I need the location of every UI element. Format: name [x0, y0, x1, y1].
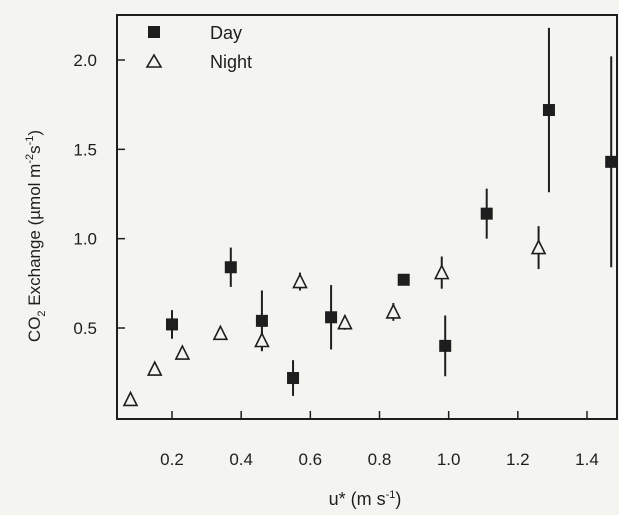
day-point: [480, 207, 493, 220]
night-point: [385, 303, 402, 319]
day-point: [439, 339, 452, 352]
y-tick-label: 1.5: [73, 140, 97, 159]
night-point: [146, 360, 163, 376]
y-tick-labels: 0.5 1.0 1.5 2.0: [73, 51, 97, 338]
day-point: [605, 155, 618, 168]
night-point: [212, 324, 229, 341]
night-point: [337, 313, 353, 330]
y-axis-title: CO2 Exchange (µmol m-2s-1): [24, 130, 48, 342]
legend-night-label: Night: [210, 52, 252, 72]
y-tick-label: 0.5: [73, 319, 97, 338]
legend-day-label: Day: [210, 23, 242, 43]
data-marks: [122, 27, 618, 407]
night-point: [292, 272, 308, 289]
day-point: [542, 104, 555, 117]
day-point: [397, 273, 410, 286]
y-tick-label: 1.0: [73, 230, 97, 249]
x-axis-title: u* (m s-1): [329, 489, 402, 509]
x-tick-label: 1.0: [437, 450, 461, 469]
plot-frame: [116, 14, 618, 420]
x-tick-labels: 0.2 0.4 0.6 0.8 1.0 1.2 1.4: [160, 450, 599, 469]
night-point: [530, 238, 547, 255]
night-point: [254, 331, 270, 348]
night-point: [433, 263, 450, 280]
legend-night-marker: [145, 53, 163, 68]
x-tick-label: 0.4: [229, 450, 253, 469]
x-tick-label: 0.6: [299, 450, 323, 469]
night-point: [174, 344, 191, 360]
x-tick-label: 0.2: [160, 450, 184, 469]
day-point: [166, 318, 178, 331]
x-tick-label: 1.4: [575, 450, 599, 469]
axis-ticks: [117, 59, 588, 419]
night-point: [122, 390, 139, 407]
day-point: [255, 314, 268, 327]
x-tick-label: 1.2: [506, 450, 530, 469]
day-point: [224, 261, 237, 274]
y-tick-label: 2.0: [73, 51, 97, 70]
day-point: [325, 311, 338, 324]
x-tick-label: 0.8: [368, 450, 392, 469]
legend-day-marker: [148, 26, 160, 38]
legend: Day Night: [145, 23, 252, 72]
day-point: [287, 372, 300, 385]
